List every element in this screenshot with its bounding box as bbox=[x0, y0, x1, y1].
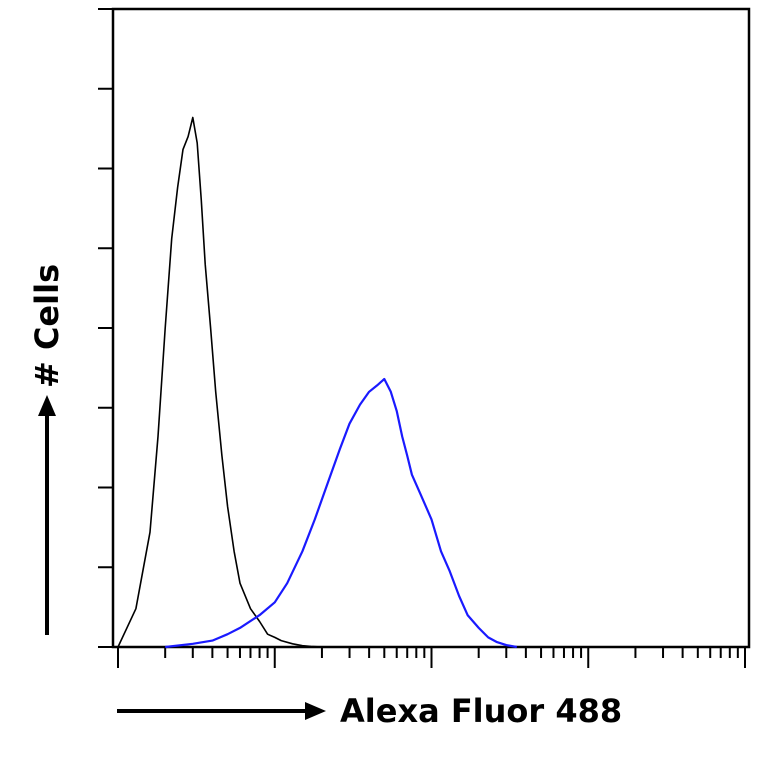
series-layer bbox=[117, 116, 517, 649]
y-axis-arrowhead bbox=[38, 395, 56, 416]
y-axis-ticks bbox=[98, 8, 113, 648]
plot-frame bbox=[111, 7, 751, 649]
x-axis-arrowhead bbox=[305, 702, 326, 720]
x-axis-label: Alexa Fluor 488 bbox=[340, 692, 622, 730]
series-line-1 bbox=[165, 377, 517, 649]
x-axis-ticks bbox=[117, 647, 746, 668]
series-line-0 bbox=[117, 116, 322, 648]
y-axis-label: # Cells bbox=[28, 264, 66, 388]
